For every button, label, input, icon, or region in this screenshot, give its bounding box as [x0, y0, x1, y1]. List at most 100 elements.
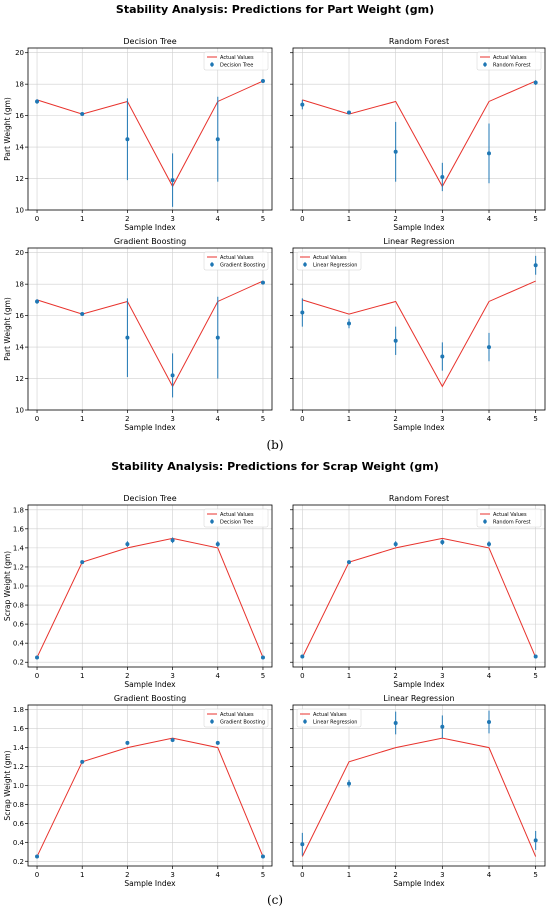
x-tick-label: 1 — [80, 415, 84, 423]
subplot-title: Gradient Boosting — [114, 237, 186, 246]
legend-entry-prediction: Linear Regression — [313, 720, 357, 726]
legend-entry-prediction: Gradient Boosting — [220, 263, 265, 269]
legend-pred-swatch — [210, 262, 214, 267]
legend-box — [203, 51, 269, 71]
grid — [293, 248, 545, 411]
y-tick-label: 1.2 — [13, 763, 24, 771]
y-tick-label: 0.4 — [13, 640, 25, 648]
data-point — [440, 724, 445, 729]
data-point — [125, 740, 130, 745]
legend-entry-actual: Actual Values — [493, 512, 527, 518]
data-point — [260, 280, 265, 285]
y-tick-label: 0.2 — [13, 858, 24, 866]
series-gradient-boosting — [35, 280, 265, 398]
x-tick-label: 1 — [80, 215, 84, 223]
axes-frame — [292, 47, 546, 211]
legend-pred-swatch — [303, 262, 307, 267]
x-tick-label: 1 — [347, 415, 351, 423]
data-point — [393, 720, 398, 725]
x-tick-label: 0 — [35, 672, 39, 680]
legend: Actual Values Gradient Boosting — [203, 708, 269, 728]
x-tick-label: 5 — [533, 871, 537, 879]
y-tick-label: 12 — [15, 175, 24, 183]
subplot-random-forest: 0 1 2 3 4 5 Random Forest Sample Index Actual Va… — [290, 37, 546, 232]
legend-box — [203, 508, 269, 528]
y-tick-label: 10 — [15, 207, 24, 215]
x-tick-label: 2 — [393, 871, 397, 879]
actual-values-line — [301, 537, 537, 658]
subplot-title: Decision Tree — [123, 37, 176, 46]
legend-box — [476, 508, 542, 528]
data-point — [35, 299, 40, 304]
x-tick-label: 0 — [300, 871, 304, 879]
panel-title-scrap-weight: Stability Analysis: Predictions for Scra… — [111, 460, 439, 473]
data-point — [80, 312, 85, 317]
series-linear-regression — [300, 255, 538, 371]
series-decision-tree — [35, 537, 265, 660]
x-tick-label: 2 — [393, 672, 397, 680]
x-tick-label: 1 — [347, 215, 351, 223]
x-tick-label: 5 — [261, 415, 265, 423]
subplot-title: Random Forest — [389, 37, 449, 46]
y-tick-label: 0.8 — [13, 801, 24, 809]
legend-entry-prediction: Random Forest — [493, 63, 531, 69]
legend-entry-actual: Actual Values — [220, 255, 254, 261]
grid — [293, 48, 545, 211]
data-point — [170, 373, 175, 378]
y-tick-label: 16 — [15, 112, 24, 120]
x-tick-label: 4 — [487, 871, 492, 879]
x-axis-label: Sample Index — [393, 223, 445, 232]
actual-values-line — [36, 280, 264, 388]
series-actual-values — [36, 80, 264, 188]
x-tick-label: 3 — [440, 871, 444, 879]
y-tick-label: 0.2 — [13, 659, 24, 667]
legend-entry-prediction: Linear Regression — [313, 263, 357, 269]
x-tick-label: 4 — [216, 871, 221, 879]
x-tick-label: 1 — [347, 871, 351, 879]
x-tick-label: 0 — [300, 215, 304, 223]
x-tick-label: 5 — [533, 215, 537, 223]
legend-entry-actual: Actual Values — [220, 512, 254, 518]
legend-pred-swatch — [483, 62, 487, 67]
y-tick-label: 1.0 — [13, 782, 24, 790]
subplot-title: Random Forest — [389, 494, 449, 503]
x-tick-label: 0 — [35, 415, 39, 423]
legend-pred-swatch — [483, 519, 487, 524]
data-point — [170, 738, 175, 743]
x-tick-label: 2 — [125, 415, 129, 423]
axes-frame — [27, 47, 273, 211]
legend: Actual Values Decision Tree — [203, 508, 269, 528]
subplot-title: Decision Tree — [123, 494, 176, 503]
y-tick-label: 14 — [15, 144, 24, 152]
x-tick-label: 1 — [347, 672, 351, 680]
series-gradient-boosting — [35, 738, 265, 859]
subplot-gradient-boosting: 0 1 2 3 4 5 0.2 0.4 0.6 0.8 1.0 1.2 1.4 1.6 1.8 Gradien… — [3, 694, 273, 888]
y-tick-label: 18 — [15, 281, 24, 289]
x-tick-label: 2 — [393, 215, 397, 223]
actual-values-line — [36, 537, 264, 658]
x-tick-label: 3 — [170, 215, 174, 223]
x-tick-label: 0 — [300, 672, 304, 680]
series-actual-values — [36, 737, 264, 857]
x-tick-label: 3 — [440, 215, 444, 223]
legend: Actual Values Random Forest — [476, 51, 542, 71]
panel-label-b: (b) — [266, 438, 283, 452]
panel-part-weight: Stability Analysis: Predictions for Part… — [116, 3, 434, 452]
x-tick-label: 4 — [216, 215, 221, 223]
series-actual-values — [36, 537, 264, 658]
subplot-title: Linear Regression — [383, 694, 454, 703]
series-actual-values — [301, 537, 537, 658]
data-point — [347, 560, 351, 565]
series-actual-values — [302, 80, 536, 188]
data-point — [440, 540, 445, 545]
x-tick-label: 1 — [80, 871, 84, 879]
data-point — [300, 102, 305, 107]
y-tick-label: 16 — [15, 312, 24, 320]
data-point — [347, 110, 351, 115]
subplot-linear-regression: 0 1 2 3 4 5 Linear Regression Sample Index Actua… — [290, 694, 546, 888]
x-tick-label: 3 — [170, 415, 174, 423]
series-random-forest — [300, 80, 538, 192]
data-point — [487, 720, 491, 725]
